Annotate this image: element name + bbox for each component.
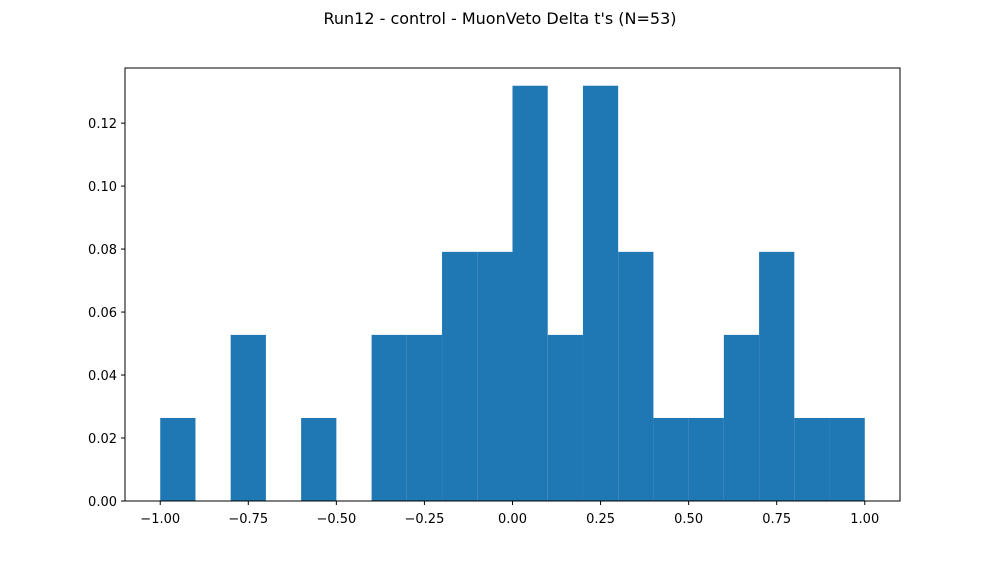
y-tick-label: 0.02: [88, 432, 117, 447]
chart-title: Run12 - control - MuonVeto Delta t's (N=…: [323, 9, 676, 28]
x-axis-ticks: −1.00 −0.75 −0.50 −0.25 0.00 0.25 0.50 0.75 1.00: [140, 501, 879, 527]
histogram-bar: [547, 334, 583, 501]
y-tick-label: 0.12: [88, 117, 117, 132]
x-tick-label: 1.00: [850, 512, 879, 527]
histogram-bars: [160, 85, 865, 502]
histogram-bar: [477, 251, 513, 501]
histogram-bar: [618, 251, 654, 501]
x-tick-label: 0.25: [586, 512, 615, 527]
histogram-bar: [582, 85, 619, 502]
y-tick-label: 0.06: [88, 306, 117, 321]
histogram-bar: [653, 417, 689, 501]
histogram-bar: [406, 334, 443, 501]
plot-frame: [124, 67, 901, 502]
x-tick-label: −1.00: [140, 512, 180, 527]
histogram-bar: [829, 417, 865, 501]
y-axis-ticks: 0.00 0.02 0.04 0.06 0.08 0.10 0.12: [88, 117, 125, 510]
histogram-bar: [759, 251, 795, 501]
histogram-bar: [160, 417, 196, 501]
x-tick-label: −0.25: [405, 512, 445, 527]
x-tick-label: 0.75: [762, 512, 791, 527]
x-tick-label: 0.00: [498, 512, 527, 527]
histogram-bar: [794, 417, 830, 501]
y-tick-label: 0.08: [88, 243, 117, 258]
histogram-bar: [442, 251, 478, 501]
histogram-bar: [512, 85, 548, 502]
y-tick-label: 0.00: [88, 495, 117, 510]
histogram-bar: [230, 334, 266, 501]
histogram-bar: [301, 417, 337, 501]
x-tick-label: −0.75: [228, 512, 268, 527]
x-tick-label: 0.50: [674, 512, 703, 527]
histogram-bar: [723, 334, 760, 501]
histogram-bar: [688, 417, 724, 501]
histogram-bar: [371, 334, 407, 501]
y-tick-label: 0.10: [88, 180, 117, 195]
x-tick-label: −0.50: [316, 512, 356, 527]
y-tick-label: 0.04: [88, 369, 117, 384]
